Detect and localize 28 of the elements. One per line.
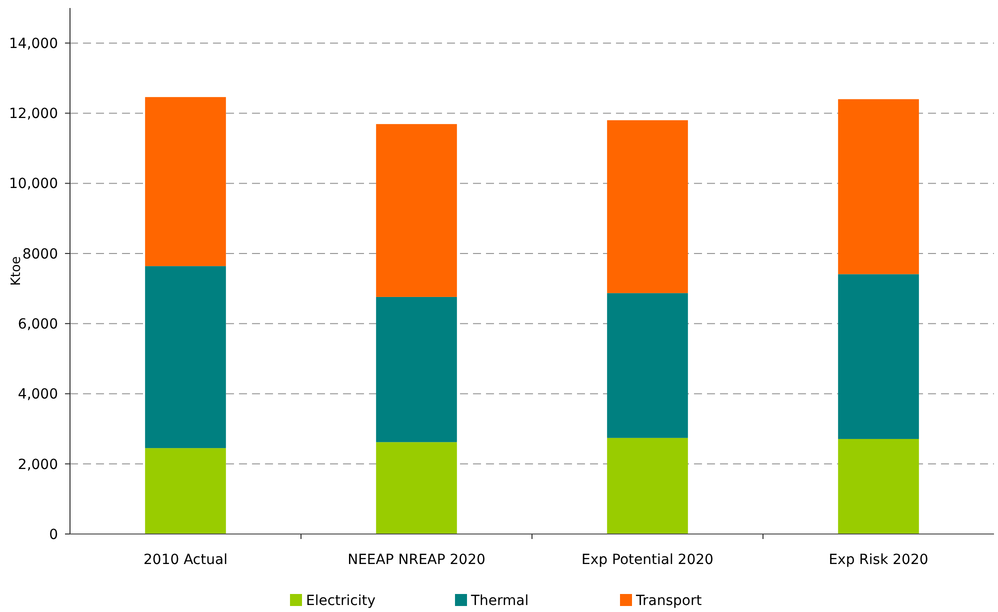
legend-label: Transport <box>635 592 702 609</box>
y-tick-label: 10,000 <box>9 176 58 192</box>
y-tick-label: 8000 <box>22 246 58 262</box>
y-tick-label: 4,000 <box>18 386 58 403</box>
x-tick-label: Exp Potential 2020 <box>582 552 714 568</box>
bar <box>607 293 688 438</box>
y-tick-label: 12,000 <box>9 106 58 122</box>
y-tick-label: 14,000 <box>9 36 58 52</box>
bar <box>145 448 226 534</box>
bar <box>607 438 688 534</box>
x-tick-label: Exp Risk 2020 <box>828 552 928 568</box>
bar <box>838 99 919 274</box>
bar <box>838 274 919 439</box>
x-tick-label: NEEAP NREAP 2020 <box>348 552 486 568</box>
x-tick-label: 2010 Actual <box>144 552 228 568</box>
legend-label: Electricity <box>306 592 376 609</box>
bar <box>145 266 226 448</box>
bar <box>607 120 688 294</box>
y-axis-title: Ktoe <box>9 256 24 286</box>
bar <box>376 296 457 442</box>
bar <box>376 124 457 297</box>
y-tick-label: 6,000 <box>18 316 58 332</box>
y-tick-label: 2,000 <box>18 456 58 473</box>
bar <box>145 97 226 266</box>
bar <box>838 438 919 534</box>
y-tick-label: 0 <box>49 526 58 543</box>
bar <box>376 442 457 534</box>
legend-label: Thermal <box>470 592 529 609</box>
